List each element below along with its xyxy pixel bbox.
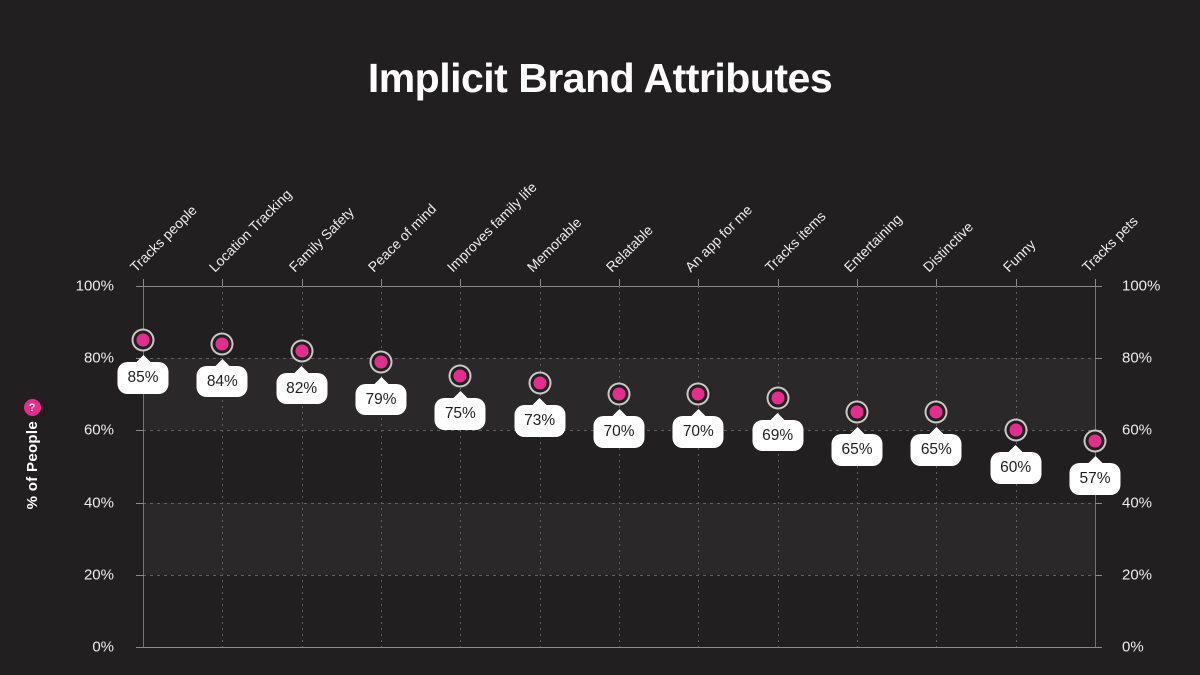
data-point-marker[interactable] <box>374 355 388 369</box>
y-tick-label-left: 60% <box>83 421 114 439</box>
axis-tick-top <box>936 279 938 286</box>
data-point-marker[interactable] <box>215 337 229 351</box>
y-tick-label-left: 100% <box>75 277 114 295</box>
axis-tick-left <box>136 574 143 576</box>
y-tick-label-right: 60% <box>1122 421 1153 439</box>
axis-tick-top <box>619 279 620 286</box>
axis-tick-right <box>1095 574 1102 576</box>
axis-tick-top <box>1095 279 1096 286</box>
gridline-v <box>143 286 144 647</box>
y-tick-label-left: 0% <box>92 638 114 656</box>
value-callout: 85% <box>117 362 169 394</box>
value-callout: 57% <box>1069 463 1121 495</box>
y-tick-label-left: 80% <box>83 349 114 367</box>
gridline-v <box>857 286 858 647</box>
category-label: Location Tracking <box>206 186 295 275</box>
gridline-h <box>143 647 1095 648</box>
axis-tick-top <box>381 279 382 286</box>
gridline-v <box>936 286 938 647</box>
help-icon[interactable]: ? <box>23 399 41 416</box>
category-label: Tracks items <box>761 207 829 275</box>
data-point-marker[interactable] <box>612 387 626 401</box>
axis-tick-right <box>1095 358 1102 360</box>
data-point-marker[interactable] <box>1088 434 1102 448</box>
category-label: Entertaining <box>840 210 905 275</box>
value-callout: 75% <box>434 398 486 430</box>
y-tick-label-left: 20% <box>83 566 114 584</box>
axis-tick-right <box>1095 430 1102 432</box>
data-point-marker[interactable] <box>929 405 943 419</box>
axis-tick-left <box>136 647 143 648</box>
page-title: Implicit Brand Attributes <box>367 55 833 102</box>
value-callout: 70% <box>593 416 645 448</box>
gridline-v <box>460 286 462 647</box>
value-callout: 70% <box>672 416 724 448</box>
data-point-marker[interactable] <box>295 344 309 358</box>
value-callout: 60% <box>990 452 1042 484</box>
gridline-v <box>222 286 224 647</box>
data-point-marker[interactable] <box>533 376 547 390</box>
category-label: Tracks people <box>126 201 200 275</box>
data-point-marker[interactable] <box>691 387 705 401</box>
category-label: Peace of mind <box>364 200 440 275</box>
axis-tick-top <box>777 279 779 286</box>
gridline-v <box>619 286 620 647</box>
axis-tick-top <box>539 279 541 286</box>
gridline-v <box>698 286 700 647</box>
category-label: Memorable <box>523 214 585 275</box>
axis-tick-top <box>460 279 462 286</box>
axis-tick-left <box>136 430 143 432</box>
axis-tick-top <box>857 279 858 286</box>
value-callout: 65% <box>910 434 962 466</box>
category-label: Tracks pets <box>1078 212 1141 275</box>
data-point-marker[interactable] <box>771 391 785 405</box>
gridline-v <box>301 286 303 647</box>
value-callout: 84% <box>196 365 248 398</box>
gridline-v <box>539 286 541 647</box>
axis-tick-right <box>1095 647 1102 648</box>
axis-tick-top <box>143 279 144 286</box>
data-point-marker[interactable] <box>850 405 864 419</box>
y-tick-label-right: 80% <box>1122 349 1153 367</box>
category-label: Relatable <box>602 221 656 275</box>
y-tick-label-right: 20% <box>1122 566 1153 584</box>
value-callout: 73% <box>514 405 566 437</box>
value-callout: 65% <box>831 434 883 466</box>
gridline-v <box>777 286 779 647</box>
category-label: Funny <box>999 236 1039 275</box>
category-label: An app for me <box>682 201 756 275</box>
category-label: Distinctive <box>920 218 977 275</box>
y-tick-label-right: 40% <box>1122 494 1153 512</box>
axis-tick-top <box>222 279 224 286</box>
axis-tick-top <box>1015 279 1017 286</box>
axis-tick-left <box>136 286 143 287</box>
category-label: Family Safety <box>285 203 357 275</box>
y-tick-label-right: 0% <box>1122 638 1144 656</box>
y-tick-label-right: 100% <box>1122 277 1161 295</box>
value-callout: 79% <box>355 383 407 416</box>
axis-tick-left <box>136 502 143 504</box>
axis-tick-top <box>698 279 700 286</box>
data-point-marker[interactable] <box>453 369 467 383</box>
y-tick-label-left: 40% <box>83 494 114 512</box>
value-callout: 69% <box>752 419 804 452</box>
data-point-marker[interactable] <box>136 333 150 347</box>
axis-tick-top <box>301 279 303 286</box>
data-point-marker[interactable] <box>1009 423 1023 437</box>
gridline-v <box>381 286 382 647</box>
y-axis-label-group: ? % of People <box>14 399 50 509</box>
axis-tick-right <box>1095 502 1102 504</box>
axis-tick-right <box>1095 286 1102 287</box>
value-callout: 82% <box>276 372 328 405</box>
